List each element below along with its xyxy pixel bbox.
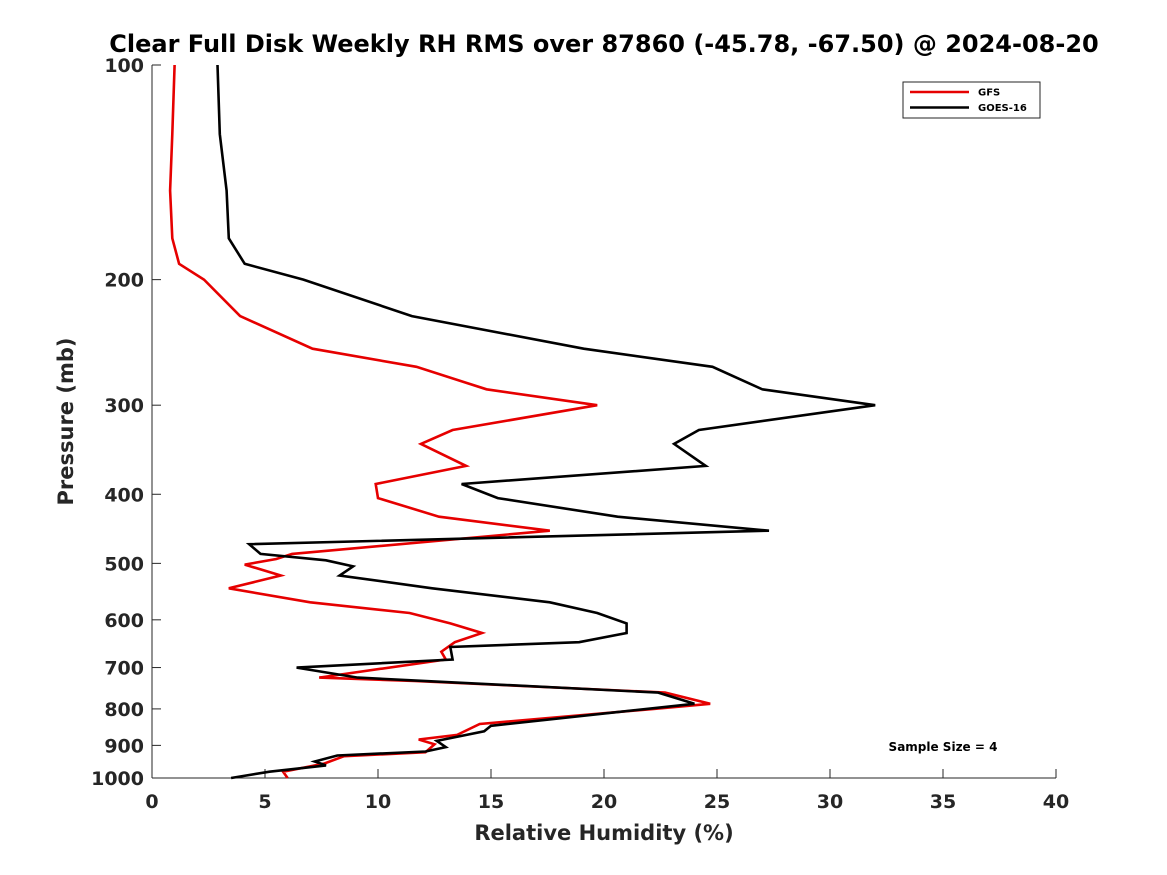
x-tick-label: 25 <box>704 791 730 813</box>
axes: 0 5 10 15 20 25 30 35 40 100 200 300 400 500 600 700 800… <box>91 55 1069 813</box>
series-line-goes-16 <box>216 64 876 780</box>
x-tick-label: 5 <box>258 791 271 813</box>
y-tick-label: 700 <box>104 658 144 680</box>
y-tick-label: 600 <box>104 610 144 632</box>
series-layer <box>168 64 876 780</box>
chart-title: Clear Full Disk Weekly RH RMS over 87860… <box>109 30 1098 58</box>
legend: GFS GOES-16 <box>902 81 1041 119</box>
x-tick-label: 40 <box>1043 791 1069 813</box>
sample-size-annotation: Sample Size = 4 <box>889 740 998 754</box>
y-tick-label: 900 <box>104 735 144 757</box>
x-tick-label: 20 <box>591 791 617 813</box>
legend-label-gfs: GFS <box>978 88 1000 99</box>
x-tick-label: 0 <box>145 791 158 813</box>
series-line-gfs <box>168 64 711 779</box>
x-axis-label: Relative Humidity (%) <box>474 821 733 845</box>
y-tick-label: 800 <box>104 699 144 721</box>
y-axis-label: Pressure (mb) <box>54 338 78 506</box>
y-tick-label: 1000 <box>91 768 144 790</box>
y-tick-label: 300 <box>104 395 144 417</box>
y-tick-label: 200 <box>104 270 144 292</box>
x-tick-label: 35 <box>930 791 956 813</box>
x-tick-label: 10 <box>365 791 391 813</box>
x-tick-label: 15 <box>478 791 504 813</box>
legend-box <box>902 81 1041 119</box>
x-tick-label: 30 <box>817 791 843 813</box>
y-tick-label: 100 <box>104 55 144 77</box>
y-tick-label: 400 <box>104 484 144 506</box>
legend-label-goes-16: GOES-16 <box>978 103 1027 114</box>
y-tick-label: 500 <box>104 553 144 575</box>
